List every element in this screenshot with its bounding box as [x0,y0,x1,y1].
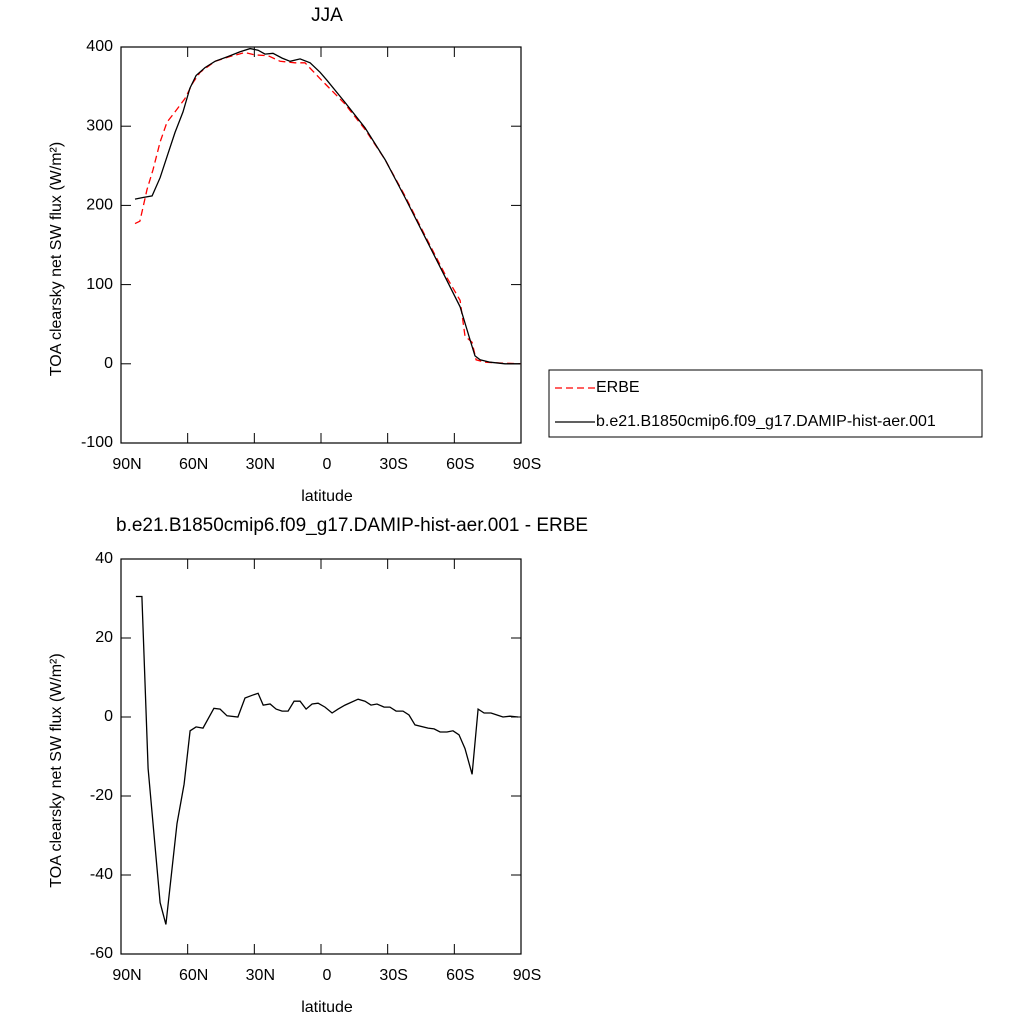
x-tick-label: 60S [446,456,474,473]
plot-frame [120,46,522,444]
legend-box [548,369,983,438]
x-tick-label: 30N [246,456,275,473]
y-axis-label: TOA clearsky net SW flux (W/m²) [48,653,65,887]
data-line [134,47,521,365]
x-tick-label: 90S [513,456,541,473]
x-tick-label: 0 [323,456,332,473]
y-tick-label: 0 [104,708,113,725]
data-line [135,595,519,925]
y-tick-label: -20 [90,787,113,804]
x-tick-label: 30N [246,967,275,984]
y-tick-label: 100 [86,276,113,293]
data-line [134,51,521,365]
x-tick-label: 90N [112,456,141,473]
y-tick-label: 0 [104,355,113,372]
x-axis-label: latitude [301,488,353,505]
legend-label: ERBE [596,379,640,396]
y-axis-label: TOA clearsky net SW flux (W/m²) [48,142,65,376]
x-tick-label: 30S [379,456,407,473]
y-tick-label: -40 [90,866,113,883]
chart-title: b.e21.B1850cmip6.f09_g17.DAMIP-hist-aer.… [116,515,588,536]
legend-label: b.e21.B1850cmip6.f09_g17.DAMIP-hist-aer.… [596,413,936,430]
y-tick-label: 40 [95,550,113,567]
y-tick-label: 300 [86,117,113,134]
y-tick-label: 20 [95,629,113,646]
y-tick-label: -60 [90,945,113,962]
x-tick-label: 30S [379,967,407,984]
chart-title: JJA [311,5,343,26]
y-tick-label: 200 [86,197,113,214]
y-tick-label: -100 [81,434,113,451]
plot-frame [120,558,522,955]
x-tick-label: 90N [112,967,141,984]
x-tick-label: 90S [513,967,541,984]
y-tick-label: 400 [86,38,113,55]
x-axis-label: latitude [301,999,353,1016]
x-tick-label: 60N [179,456,208,473]
x-tick-label: 60N [179,967,208,984]
x-tick-label: 0 [323,967,332,984]
x-tick-label: 60S [446,967,474,984]
